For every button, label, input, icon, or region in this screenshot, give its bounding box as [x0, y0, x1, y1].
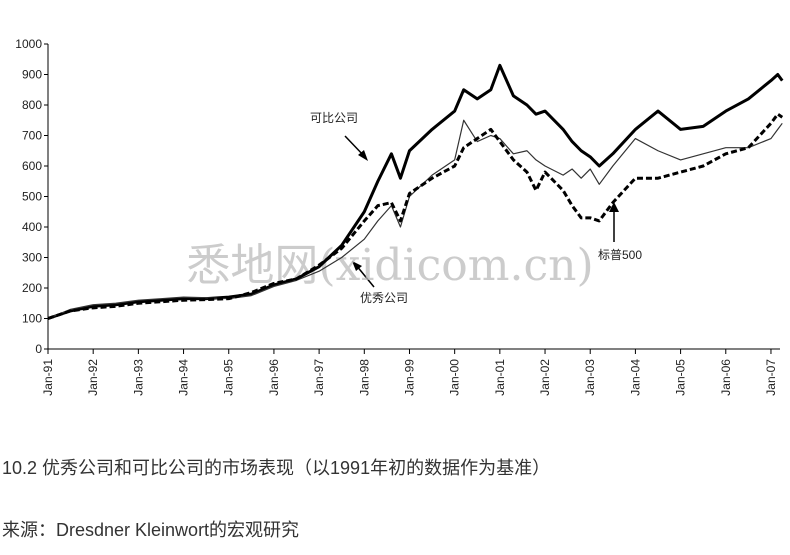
annotation: 标普500	[598, 248, 642, 262]
arrow-head	[352, 261, 362, 271]
y-tick-label: 100	[22, 312, 42, 326]
x-tick-label: Jan-05	[674, 359, 688, 396]
series-line	[47, 119, 783, 320]
source: 来源：Dresdner Kleinwort的宏观研究	[2, 520, 299, 540]
y-tick-label: 500	[22, 190, 42, 204]
y-tick-label: 1000	[15, 37, 42, 51]
y-tick-label: 900	[22, 68, 42, 82]
x-tick-label: Jan-91	[41, 359, 55, 396]
watermark: 悉地网(xidicom.cn)	[186, 240, 593, 291]
arrow-head	[609, 202, 619, 212]
y-tick-label: 400	[22, 220, 42, 234]
x-tick-label: Jan-03	[583, 359, 597, 396]
annotation: 优秀公司	[360, 291, 408, 305]
caption: 10.2 优秀公司和可比公司的市场表现（以1991年初的数据作为基准）	[2, 458, 550, 478]
x-tick-label: Jan-96	[267, 359, 281, 396]
arrow-head	[358, 150, 368, 161]
x-tick-label: Jan-98	[357, 359, 371, 396]
x-tick-label: Jan-92	[86, 359, 100, 396]
x-tick-label: Jan-94	[177, 359, 191, 396]
y-tick-label: 800	[22, 98, 42, 112]
y-tick-label: 200	[22, 281, 42, 295]
x-tick-label: Jan-06	[719, 359, 733, 396]
annotation: 可比公司	[310, 111, 358, 125]
arrow	[355, 264, 375, 288]
x-tick-label: Jan-07	[764, 359, 778, 396]
x-tick-label: Jan-00	[448, 359, 462, 396]
y-tick-label: 300	[22, 251, 42, 265]
y-tick-label: 600	[22, 159, 42, 173]
x-tick-label: Jan-04	[628, 359, 642, 396]
series-line	[47, 112, 784, 320]
x-tick-label: Jan-99	[402, 359, 416, 396]
x-tick-label: Jan-95	[222, 359, 236, 396]
x-tick-label: Jan-93	[131, 359, 145, 396]
x-tick-label: Jan-02	[538, 359, 552, 396]
y-tick-label: 0	[35, 342, 42, 356]
x-tick-label: Jan-01	[493, 359, 507, 396]
y-tick-label: 700	[22, 129, 42, 143]
x-tick-label: Jan-97	[312, 359, 326, 396]
